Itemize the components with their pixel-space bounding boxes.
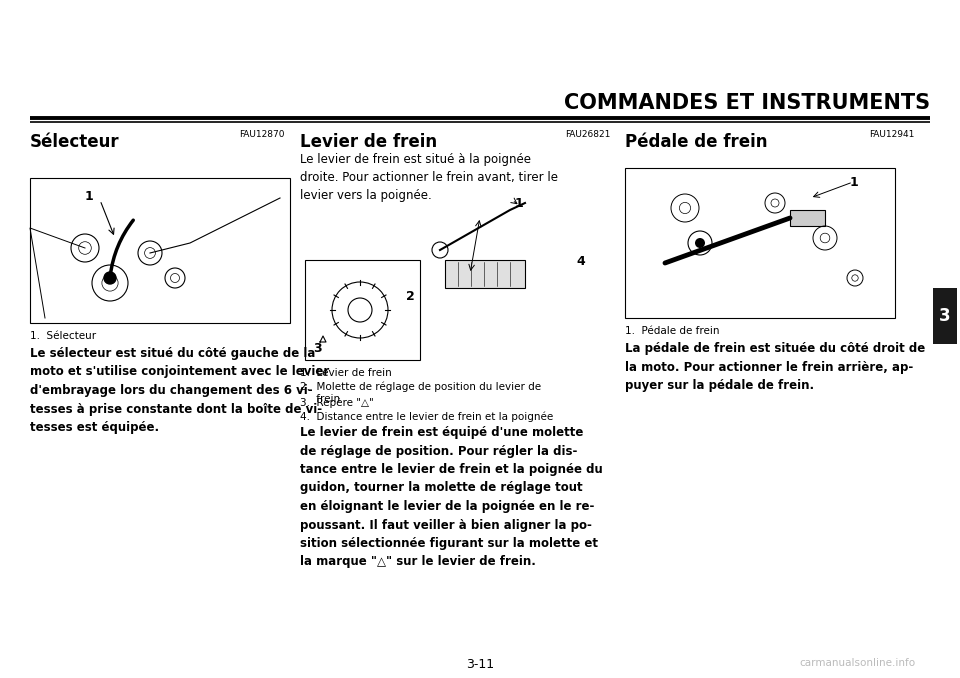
Text: FAU12941: FAU12941 xyxy=(870,130,915,139)
Text: FAU26821: FAU26821 xyxy=(564,130,610,139)
Text: 1: 1 xyxy=(85,190,94,203)
Circle shape xyxy=(104,272,116,284)
Bar xyxy=(30,178,290,323)
Text: carmanualsonline.info: carmanualsonline.info xyxy=(799,658,915,668)
Bar xyxy=(790,210,825,226)
Text: 2.  Molette de réglage de position du levier de
     frein: 2. Molette de réglage de position du lev… xyxy=(300,381,541,404)
Text: 2: 2 xyxy=(406,290,415,303)
Text: 1: 1 xyxy=(850,176,859,189)
Text: 3-11: 3-11 xyxy=(466,658,494,671)
Text: 3: 3 xyxy=(939,307,950,325)
Text: Le levier de frein est équipé d'une molette
de réglage de position. Pour régler : Le levier de frein est équipé d'une mole… xyxy=(300,426,603,568)
Text: 1.  Sélecteur: 1. Sélecteur xyxy=(30,331,96,341)
Text: 3: 3 xyxy=(313,342,322,355)
Text: Sélecteur: Sélecteur xyxy=(30,133,120,151)
Bar xyxy=(625,168,895,318)
Text: FAU12870: FAU12870 xyxy=(239,130,285,139)
Bar xyxy=(933,288,957,344)
Text: 1.  Levier de frein: 1. Levier de frein xyxy=(300,368,392,378)
Circle shape xyxy=(695,238,705,248)
Text: COMMANDES ET INSTRUMENTS: COMMANDES ET INSTRUMENTS xyxy=(564,93,930,113)
Text: 1: 1 xyxy=(515,197,524,210)
Text: 1.  Pédale de frein: 1. Pédale de frein xyxy=(625,326,719,336)
Text: 3.  Repère "△": 3. Repère "△" xyxy=(300,398,373,409)
Text: Pédale de frein: Pédale de frein xyxy=(625,133,767,151)
Text: 4: 4 xyxy=(576,255,585,268)
Text: Le sélecteur est situé du côté gauche de la
moto et s'utilise conjointement avec: Le sélecteur est situé du côté gauche de… xyxy=(30,347,329,434)
Bar xyxy=(445,260,525,288)
Text: 4.  Distance entre le levier de frein et la poignée: 4. Distance entre le levier de frein et … xyxy=(300,411,553,422)
Text: La pédale de frein est située du côté droit de
la moto. Pour actionner le frein : La pédale de frein est située du côté dr… xyxy=(625,342,925,392)
Text: Le levier de frein est situé à la poignée
droite. Pour actionner le frein avant,: Le levier de frein est situé à la poigné… xyxy=(300,153,558,202)
Text: Levier de frein: Levier de frein xyxy=(300,133,437,151)
Bar xyxy=(305,260,420,360)
